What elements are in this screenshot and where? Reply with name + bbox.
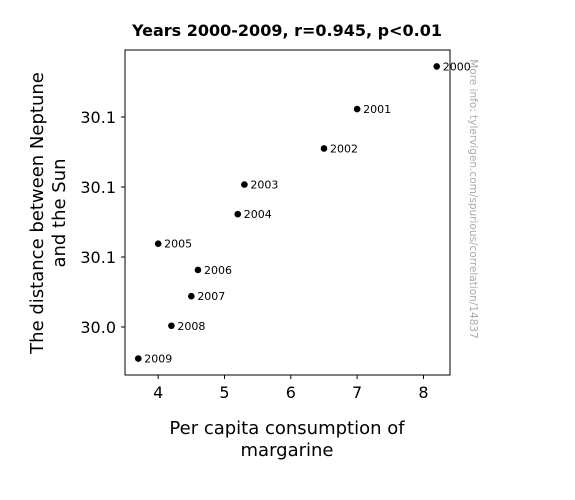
data-point-2004 — [234, 210, 242, 218]
data-label-2001: 2001 — [363, 103, 391, 116]
x-axis-label-line-1: Per capita consumption of — [169, 418, 405, 439]
y-axis-label-line-2: and the Sun — [49, 158, 70, 267]
data-label-2003: 2003 — [250, 179, 278, 192]
y-tick-label: 30.1 — [80, 108, 116, 127]
data-label-2002: 2002 — [330, 142, 358, 155]
chart-title: Years 2000-2009, r=0.945, p<0.01 — [131, 21, 442, 40]
data-label-2006: 2006 — [204, 264, 232, 277]
x-tick-label: 6 — [286, 383, 296, 402]
data-label-2008: 2008 — [177, 320, 205, 333]
data-label-2004: 2004 — [244, 208, 272, 221]
data-point-2006 — [194, 266, 202, 274]
data-point-2000 — [433, 63, 441, 70]
x-tick-label: 4 — [153, 383, 163, 402]
data-label-2009: 2009 — [144, 353, 172, 366]
x-tick-label: 5 — [219, 383, 229, 402]
data-point-2009 — [134, 355, 142, 362]
y-tick-label: 30.1 — [80, 178, 116, 197]
y-tick-label: 30.1 — [80, 248, 116, 267]
x-axis-label-line-2: margarine — [241, 440, 334, 461]
data-label-2000: 2000 — [443, 60, 471, 73]
data-label-2005: 2005 — [164, 238, 192, 251]
y-axis-label-line-1: The distance between Neptune — [27, 72, 48, 355]
data-point-2007 — [188, 292, 195, 300]
plot-frame — [124, 49, 451, 376]
data-point-2001 — [353, 105, 361, 113]
data-points: 2000 2001 2002 2003 2004 2005 2006 2007 2008 2009 — [134, 60, 471, 366]
data-label-2007: 2007 — [197, 290, 225, 303]
x-tick-label: 7 — [352, 383, 362, 402]
x-axis: 4 5 6 7 8 — [153, 375, 429, 402]
data-point-2008 — [168, 322, 175, 330]
y-axis: 30.1 30.1 30.1 30.0 — [80, 108, 125, 337]
data-point-2002 — [320, 145, 328, 152]
watermark-text: More info: tylervigen.com/spurious/corre… — [467, 59, 479, 339]
x-tick-label: 8 — [418, 383, 428, 402]
data-point-2005 — [154, 240, 162, 247]
data-point-2003 — [241, 181, 248, 188]
y-tick-label: 30.0 — [80, 318, 116, 337]
